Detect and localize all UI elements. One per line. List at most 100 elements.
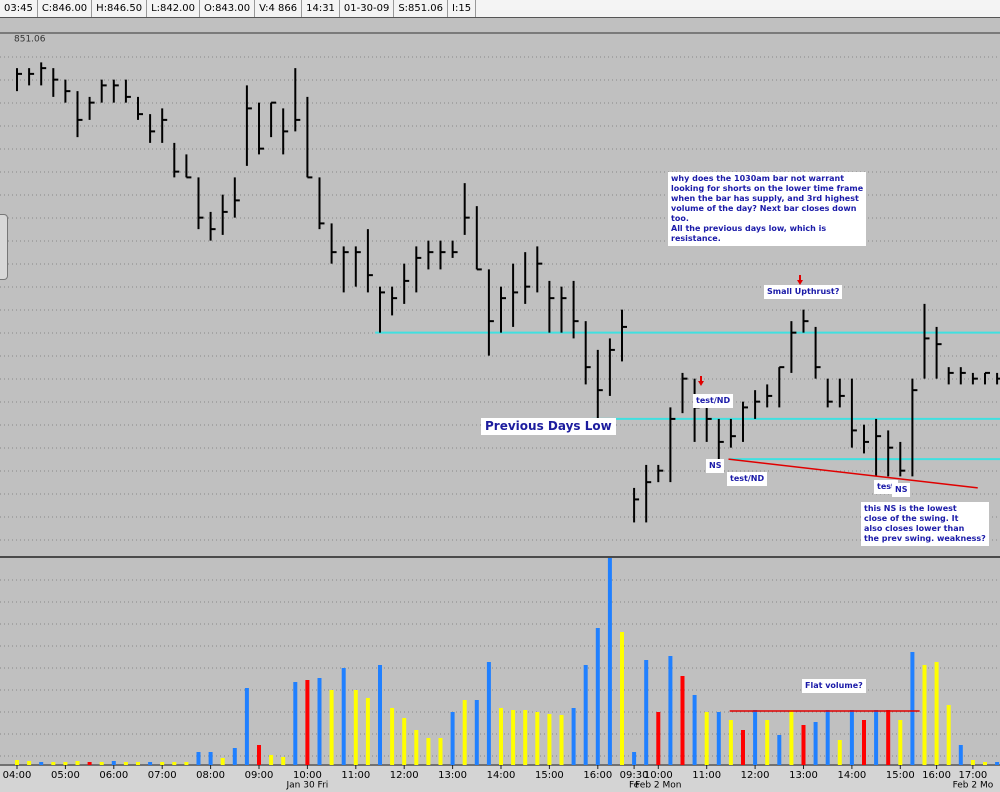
annotation: Flat volume? (802, 679, 866, 693)
volume-bar (946, 705, 951, 765)
x-tick-label: 14:00 (487, 770, 516, 781)
volume-bar (75, 761, 80, 765)
volume-bar (293, 682, 298, 765)
volume-bar (160, 762, 165, 765)
x-tick-label: 06:00 (99, 770, 128, 781)
volume-bar (982, 762, 987, 765)
volume-bar (438, 738, 443, 765)
volume-bar (27, 761, 32, 765)
volume-bar (87, 762, 92, 765)
volume-bar (15, 760, 20, 765)
x-tick-label: 13:00 (789, 770, 818, 781)
trend-line (728, 458, 978, 489)
annotation: Small Upthrust? (764, 285, 843, 299)
volume-bar (898, 720, 903, 765)
header-field: L:842.00 (147, 0, 200, 17)
volume-bar (619, 632, 624, 765)
price-label: 851.06 (14, 35, 46, 45)
volume-bar (632, 752, 637, 765)
x-tick-label: 12:00 (741, 770, 770, 781)
volume-bar (402, 718, 407, 765)
annotation-line: this NS is the lowest (864, 504, 957, 513)
volume-bar (377, 665, 382, 765)
volume-bar (607, 558, 612, 765)
x-tick-label: 15:00 (535, 770, 564, 781)
annotation-line: NS (709, 461, 722, 470)
header-field: H:846.50 (92, 0, 148, 17)
annotation-line: test (877, 482, 895, 491)
header-field: 14:31 (302, 0, 340, 17)
side-handle[interactable] (0, 214, 8, 280)
x-tick-label: 09:00 (245, 770, 274, 781)
x-tick-label: 11:00 (692, 770, 721, 781)
x-tick-label: 11:00 (341, 770, 370, 781)
volume-bar (874, 710, 879, 765)
annotation-line: too. (671, 214, 689, 223)
annotation-line: volume of the day? Next bar closes down (671, 204, 857, 213)
volume-bar (547, 714, 552, 765)
volume-bar (740, 730, 745, 765)
arrow (698, 376, 704, 386)
volume-bar (414, 730, 419, 765)
volume-bar (341, 668, 346, 765)
volume-bar (910, 652, 915, 765)
annotation-line: All the previous days low, which is (671, 224, 827, 233)
x-tick-label: 05:00 (51, 770, 80, 781)
annotation: this NS is the lowest close of the swing.… (861, 502, 989, 546)
volume-bar (244, 688, 249, 765)
annotation-line: why does the 1030am bar not warrant (671, 174, 845, 183)
volume-bar (801, 725, 806, 765)
date-label: Feb 2 Mon (635, 781, 681, 791)
annotation: why does the 1030am bar not warrant looki… (668, 172, 867, 246)
volume-bar (728, 720, 733, 765)
x-tick-label: 16:00 (583, 770, 612, 781)
annotation-line: Small Upthrust? (767, 287, 840, 296)
volume-bar (99, 762, 104, 765)
volume-bar (535, 712, 540, 765)
date-label: Fe (629, 781, 640, 791)
volume-bar (486, 662, 491, 765)
volume-bar (498, 708, 503, 765)
annotation-line: looking for shorts on the lower time fra… (671, 184, 864, 193)
volume-bar (426, 738, 431, 765)
volume-bar (934, 662, 939, 765)
volume-bar (148, 762, 153, 765)
volume-bar (995, 762, 1000, 765)
annotation: test (874, 480, 898, 494)
annotation-line: resistance. (671, 234, 721, 243)
x-tick-label: 09:30 (620, 770, 649, 781)
volume-bar (849, 710, 854, 765)
annotation: Previous Days Low (481, 418, 616, 435)
volume-bar (958, 745, 963, 765)
annotation-line: test/ND (730, 474, 765, 483)
volume-bar (317, 678, 322, 765)
header-field: I:15 (448, 0, 477, 17)
volume-bar (269, 755, 274, 765)
volume-bar (390, 708, 395, 765)
annotation-line: close of the swing. It (864, 514, 959, 523)
header-field: C:846.00 (38, 0, 93, 17)
volume-bar (39, 762, 44, 765)
annotation-line: NS (895, 485, 908, 494)
header-field: S:851.06 (394, 0, 449, 17)
header-field: O:843.00 (200, 0, 256, 17)
volume-bar (220, 758, 225, 765)
volume-bar (583, 665, 588, 765)
volume-bar (196, 752, 201, 765)
volume-bar (656, 712, 661, 765)
volume-bar (462, 700, 467, 765)
x-tick-label: 07:00 (148, 770, 177, 781)
volume-bar (644, 660, 649, 765)
volume-bar (704, 712, 709, 765)
x-tick-label: 10:00 (644, 770, 673, 781)
volume-bar (111, 761, 116, 765)
volume-bar (668, 656, 673, 765)
volume-bar (970, 760, 975, 765)
volume-bar (692, 695, 697, 765)
volume-bar (777, 735, 782, 765)
volume-bar (329, 690, 334, 765)
annotation: test/ND (693, 394, 734, 408)
volume-bar (281, 757, 286, 765)
date-label: Jan 30 Fri (286, 781, 329, 791)
volume-bar (753, 710, 758, 765)
